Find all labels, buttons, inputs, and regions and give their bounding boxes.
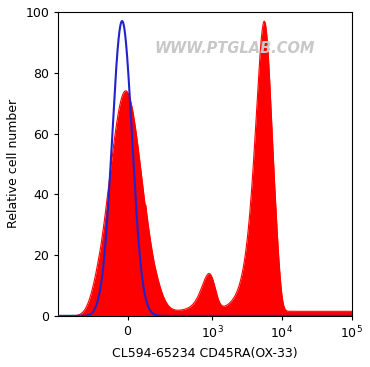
Y-axis label: Relative cell number: Relative cell number [7, 99, 20, 229]
X-axis label: CL594-65234 CD45RA(OX-33): CL594-65234 CD45RA(OX-33) [112, 347, 298, 360]
Text: WWW.PTGLAB.COM: WWW.PTGLAB.COM [154, 41, 314, 56]
